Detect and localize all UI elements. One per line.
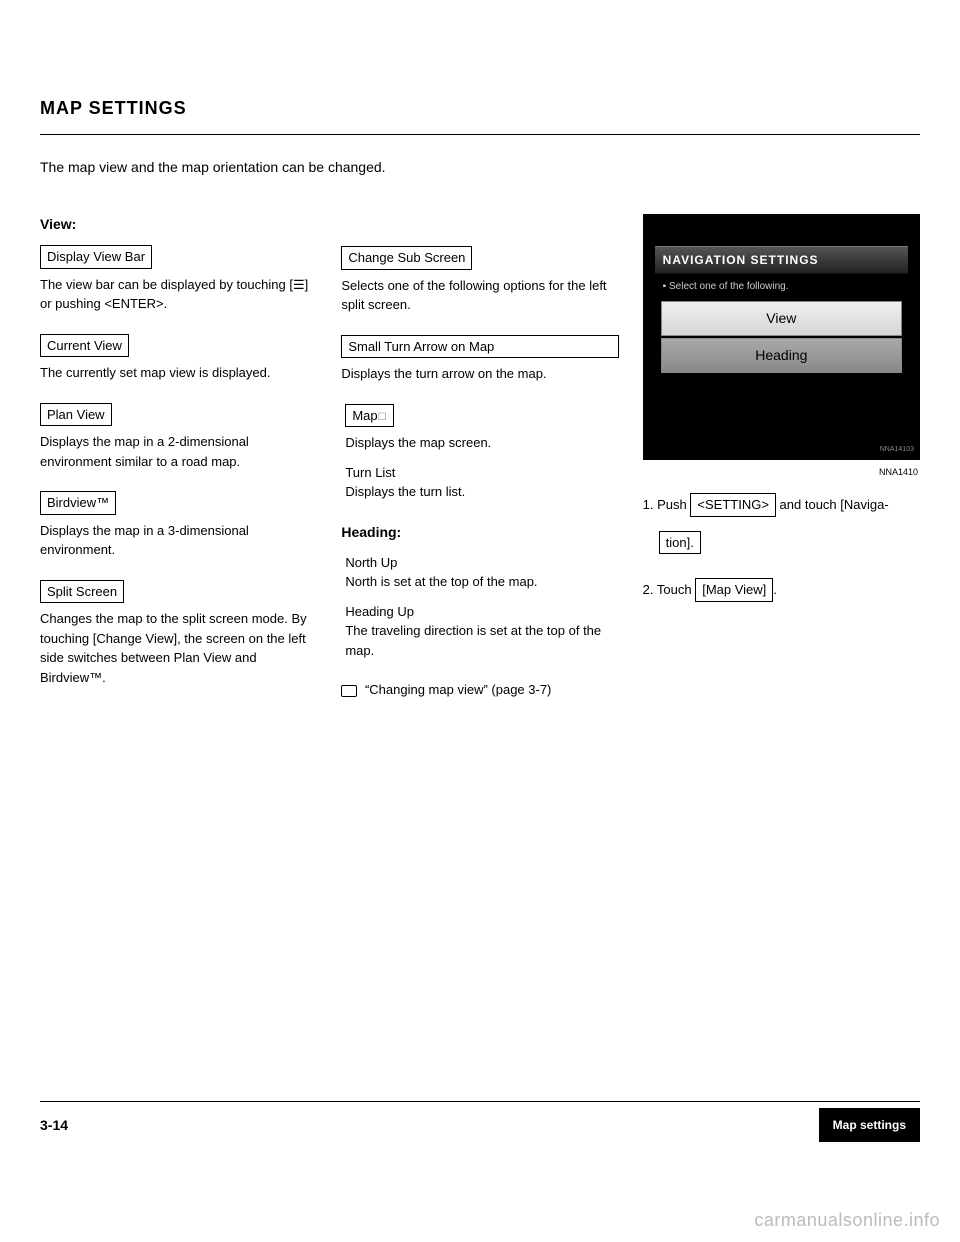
section-title: MAP SETTINGS: [40, 95, 920, 122]
step1a: Push: [657, 497, 687, 512]
section-tab: Map settings: [819, 1108, 920, 1142]
label-sub-turn-list: Turn List: [345, 463, 618, 483]
ss-tag: NNA1410: [643, 466, 920, 480]
step2a: Touch: [657, 582, 692, 597]
ss-view-button[interactable]: View: [661, 301, 902, 336]
page-container: MAP SETTINGS The map view and the map or…: [0, 0, 960, 760]
desc-sub-map: Displays the map screen.: [345, 433, 618, 453]
column-3: NAVIGATION SETTINGS ▪ Select one of the …: [643, 214, 920, 720]
footer-rule: [40, 1101, 920, 1102]
step1b: and touch [Naviga-: [780, 497, 889, 512]
col2-spacer: [341, 214, 618, 246]
desc-change-sub-screen: Selects one of the following options for…: [341, 276, 618, 315]
label-display-view-bar: Display View Bar: [40, 245, 152, 269]
desc-heading-up: The traveling direction is set at the to…: [345, 621, 618, 660]
cross-ref-text: “Changing map view” (page 3-7): [365, 682, 551, 697]
sub-map: Map☐ Displays the map screen.: [341, 404, 618, 453]
desc-birdview: Displays the map in a 3-dimensional envi…: [40, 521, 317, 560]
desc-plan-view: Displays the map in a 2-dimensional envi…: [40, 432, 317, 471]
step2b: .: [773, 582, 777, 597]
desc-display-view-bar: The view bar can be displayed by touchin…: [40, 275, 317, 314]
setting-button-ref: <SETTING>: [690, 493, 776, 517]
desc-split-screen: Changes the map to the split screen mode…: [40, 609, 317, 687]
label-sub-map: Map☐: [345, 404, 393, 428]
step-gap: [643, 568, 920, 578]
item-split-screen: Split Screen Changes the map to the spli…: [40, 580, 317, 688]
touch-icon: [☰]: [289, 277, 308, 292]
content-columns: View: Display View Bar The view bar can …: [40, 214, 920, 720]
step-2: 2. Touch [Map View].: [643, 578, 920, 608]
label-split-screen: Split Screen: [40, 580, 124, 604]
ss-footer-code: NNA14103: [645, 445, 918, 458]
item-small-turn-arrow: Small Turn Arrow on Map Displays the tur…: [341, 335, 618, 384]
map-view-button-ref: [Map View]: [695, 578, 773, 602]
column-1: View: Display View Bar The view bar can …: [40, 214, 317, 720]
item-heading-up: Heading Up The traveling direction is se…: [341, 602, 618, 661]
desc-small-turn-arrow: Displays the turn arrow on the map.: [341, 364, 618, 384]
section-intro: The map view and the map orientation can…: [40, 157, 920, 178]
ss-heading-button[interactable]: Heading: [661, 338, 902, 373]
step-1: 1. Push <SETTING> and touch [Naviga-: [643, 493, 920, 523]
item-current-view: Current View The currently set map view …: [40, 334, 317, 383]
column-2: Change Sub Screen Selects one of the fol…: [341, 214, 618, 720]
label-change-sub-screen: Change Sub Screen: [341, 246, 472, 270]
label-small-turn-arrow: Small Turn Arrow on Map: [341, 335, 618, 359]
page-footer: 3-14 Map settings: [40, 1101, 920, 1142]
ss-header: NAVIGATION SETTINGS: [655, 246, 908, 274]
ss-note-text: Select one of the following.: [669, 281, 789, 292]
ss-note: ▪ Select one of the following.: [655, 274, 908, 299]
cross-reference: “Changing map view” (page 3-7): [341, 680, 618, 700]
step-1-cont: tion].: [643, 531, 920, 561]
item-display-view-bar: Display View Bar The view bar can be dis…: [40, 245, 317, 314]
desc-sub-turn-list: Displays the turn list.: [345, 482, 618, 502]
item-north-up: North Up North is set at the top of the …: [341, 553, 618, 592]
tion-fragment: tion].: [659, 531, 701, 555]
label-current-view: Current View: [40, 334, 129, 358]
screenshot-inner: NAVIGATION SETTINGS ▪ Select one of the …: [645, 216, 918, 445]
page-number: 3-14: [40, 1115, 68, 1136]
label-north-up: North Up: [345, 553, 618, 573]
heading-subhead: Heading:: [341, 522, 618, 543]
watermark: carmanualsonline.info: [754, 1207, 940, 1234]
label-heading-up: Heading Up: [345, 602, 618, 622]
label-birdview: Birdview™: [40, 491, 116, 515]
item-birdview: Birdview™ Displays the map in a 3-dimens…: [40, 491, 317, 560]
view-subhead: View:: [40, 214, 317, 235]
sub-turn-list: Turn List Displays the turn list.: [341, 463, 618, 502]
label-plan-view: Plan View: [40, 403, 112, 427]
ss-spacer: [655, 375, 908, 423]
item-plan-view: Plan View Displays the map in a 2-dimens…: [40, 403, 317, 472]
section-rule: [40, 134, 920, 135]
desc-current-view: The currently set map view is displayed.: [40, 363, 317, 383]
footer-row: 3-14 Map settings: [40, 1108, 920, 1142]
desc-north-up: North is set at the top of the map.: [345, 572, 618, 592]
nav-settings-screenshot: NAVIGATION SETTINGS ▪ Select one of the …: [643, 214, 920, 460]
book-icon: [341, 685, 357, 697]
item-change-sub-screen: Change Sub Screen Selects one of the fol…: [341, 246, 618, 315]
